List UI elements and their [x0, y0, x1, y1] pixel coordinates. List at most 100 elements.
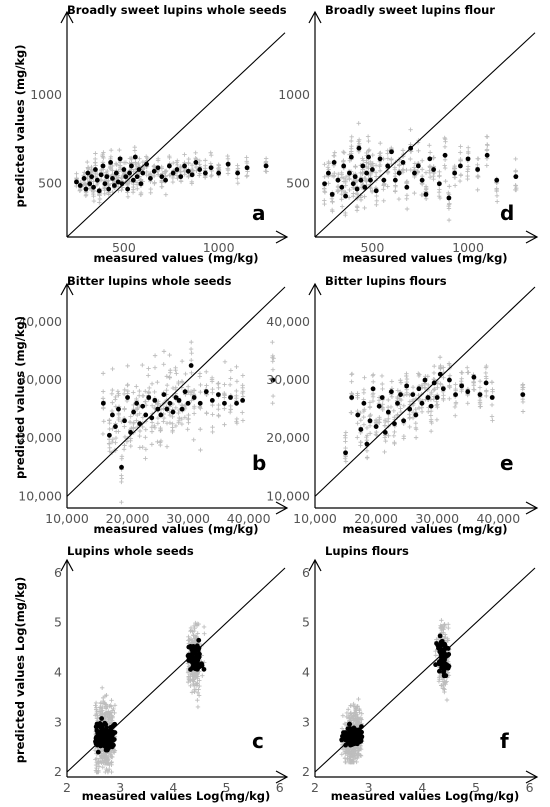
prediction-cross [393, 183, 398, 188]
prediction-cross [198, 382, 203, 388]
data-point [74, 179, 79, 185]
prediction-cross [270, 400, 275, 406]
panel-a: 500 1000 500 1000 Broadly sweet lupins whole… [13, 3, 289, 265]
prediction-cross [178, 178, 184, 184]
data-point [87, 181, 93, 187]
prediction-cross [339, 170, 344, 176]
prediction-cross [101, 419, 106, 424]
prediction-cross [407, 424, 412, 430]
data-point [104, 174, 110, 180]
prediction-cross [110, 163, 115, 169]
prediction-cross [342, 433, 348, 438]
prediction-cross [429, 389, 434, 395]
data-point [341, 163, 347, 169]
data-point [104, 735, 109, 741]
prediction-cross [161, 415, 167, 421]
data-point [459, 383, 465, 389]
prediction-cross [436, 679, 442, 684]
prediction-cross [484, 148, 490, 153]
prediction-cross [175, 176, 180, 181]
prediction-cross [131, 426, 136, 431]
prediction-cross [191, 387, 197, 393]
prediction-cross [189, 358, 194, 363]
prediction-cross [349, 143, 354, 149]
prediction-cross [91, 198, 97, 204]
data-points [74, 154, 269, 194]
prediction-cross [204, 383, 209, 388]
prediction-cross [167, 155, 172, 161]
data-point [115, 179, 121, 185]
prediction-cross [152, 365, 158, 370]
data-point [94, 728, 100, 733]
prediction-cross [122, 434, 128, 440]
y-tick-label: 5 [54, 615, 62, 630]
prediction-cross [427, 150, 433, 155]
prediction-cross [91, 179, 96, 184]
prediction-cross [443, 178, 448, 184]
prediction-cross [427, 164, 433, 169]
prediction-cross [465, 365, 470, 370]
prediction-cross [344, 710, 350, 716]
prediction-cross [109, 391, 115, 397]
prediction-cross [344, 714, 349, 720]
y-axis-label: predicted values (mg/kg) [13, 44, 27, 207]
prediction-cross [458, 150, 463, 155]
data-point [415, 163, 421, 169]
data-point [369, 167, 375, 172]
prediction-cross [490, 418, 495, 423]
data-point [440, 663, 446, 669]
prediction-cross [489, 414, 495, 419]
prediction-cross [98, 711, 103, 716]
prediction-cross [149, 442, 155, 447]
y-tick-label: 1000 [30, 87, 62, 102]
prediction-cross [113, 161, 119, 166]
data-point [398, 392, 403, 397]
prediction-cross [119, 456, 124, 461]
data-point [105, 744, 111, 749]
prediction-cross [107, 421, 112, 426]
prediction-cross [452, 166, 457, 172]
data-point [431, 167, 437, 172]
prediction-cross [424, 186, 429, 191]
data-point [93, 739, 98, 745]
prediction-cross [244, 173, 250, 178]
prediction-cross [188, 346, 194, 352]
panel-title: Lupins whole seeds [67, 544, 194, 558]
y-axis-arrow [60, 10, 74, 24]
panel-title: Bitter lupins whole seeds [67, 274, 232, 288]
data-point [116, 406, 121, 412]
prediction-cross [198, 427, 203, 432]
data-point [423, 191, 429, 197]
prediction-cross [107, 449, 112, 454]
data-point [349, 731, 355, 737]
prediction-cross [225, 168, 231, 173]
prediction-cross [348, 410, 354, 415]
data-point [111, 183, 117, 188]
prediction-cross [104, 759, 109, 765]
prediction-cross [100, 759, 105, 764]
prediction-cross [228, 407, 233, 412]
data-point [201, 666, 207, 672]
prediction-cross [408, 127, 413, 132]
x-axis-label: measured values Log(mg/kg) [331, 789, 520, 803]
panel-c: 2 3 4 5 6 2 3 4 5 6 Lupins whole seeds c measured va… [13, 544, 289, 803]
data-point [436, 181, 442, 187]
data-points [343, 371, 526, 456]
x-tick-label: 6 [276, 780, 284, 795]
prediction-cross [447, 396, 452, 401]
x-tick-label: 5 [223, 780, 231, 795]
prediction-cross [113, 440, 118, 445]
x-axis-label: measured values (mg/kg) [93, 251, 258, 265]
prediction-cross [416, 371, 421, 376]
data-point [110, 412, 115, 418]
data-point [203, 389, 209, 395]
prediction-cross [125, 182, 130, 188]
data-point [182, 389, 188, 395]
prediction-cross [179, 416, 184, 422]
data-point [215, 392, 221, 397]
data-point [95, 749, 101, 755]
prediction-cross [198, 389, 203, 395]
prediction-cross [167, 420, 173, 426]
prediction-cross [125, 363, 130, 369]
